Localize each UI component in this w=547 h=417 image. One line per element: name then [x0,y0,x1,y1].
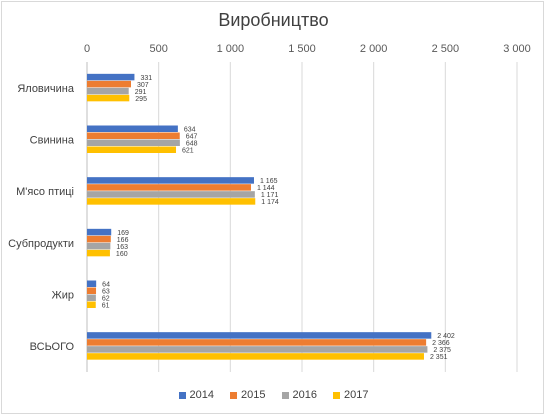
bar-2017 [87,301,96,308]
bar-2014 [87,280,97,287]
data-label: 64 [102,282,110,289]
x-tick-label: 0 [84,43,90,55]
chart-title: Виробництво [218,10,329,30]
legend-swatch [332,391,340,399]
bar-2015 [87,132,180,139]
bar-2016 [87,242,111,250]
legend-label: 2015 [241,389,266,401]
legend-label: 2017 [343,389,369,401]
data-label: 647 [186,134,198,141]
bar-2014 [87,73,135,81]
bar-2017 [87,146,177,153]
bar-2014 [87,125,178,132]
data-label: 163 [116,244,128,251]
bar-2014 [87,228,112,236]
bar-2017 [87,94,130,102]
legend-swatch [178,391,186,399]
x-tick-label: 2 500 [432,43,460,55]
data-label: 621 [182,148,194,155]
legend-swatch [281,391,289,399]
x-tick-label: 2 000 [360,43,388,55]
bar-2015 [87,339,427,346]
category-label: М'ясо птиці [16,186,74,198]
data-label: 2 375 [433,347,451,354]
bar-2014 [87,177,254,184]
bar-2015 [87,80,132,88]
category-label: ВСЬОГО [30,341,75,353]
data-label: 307 [137,82,149,89]
legend-label: 2014 [189,389,215,401]
bar-2015 [87,287,97,294]
legend-label: 2016 [292,389,317,401]
bar-2016 [87,139,180,146]
bar-2017 [87,353,424,360]
category-label: Яловичина [17,83,75,95]
data-label: 295 [135,96,147,103]
legend-item-2017: 2017 [332,389,369,401]
bar-2017 [87,198,256,205]
data-label: 1 165 [260,178,278,185]
bar-2014 [87,332,432,339]
data-label: 160 [116,251,128,258]
x-tick-label: 1 000 [217,43,245,55]
legend-item-2015: 2015 [230,389,266,401]
category-label: Жир [52,290,74,302]
legend-item-2016: 2016 [281,389,317,401]
bar-2016 [87,191,255,198]
data-label: 1 171 [261,192,279,199]
bar-2015 [87,235,111,243]
data-label: 648 [186,141,198,148]
bar-2016 [87,294,96,301]
data-label: 2 402 [437,333,455,340]
data-label: 1 174 [261,199,279,206]
x-tick-label: 500 [149,43,167,55]
data-label: 166 [117,237,129,244]
data-label: 62 [102,296,110,303]
category-label: Субпродукти [8,238,74,250]
data-label: 169 [117,230,129,237]
x-tick-label: 1 500 [288,43,316,55]
chart-legend: 2014 2015 2016 2017 [0,389,547,401]
bar-2016 [87,346,428,353]
data-label: 634 [184,127,196,134]
legend-swatch [230,391,238,399]
bar-2015 [87,184,251,191]
data-label: 331 [140,75,152,82]
data-label: 2 351 [430,354,448,361]
data-label: 291 [135,89,147,96]
data-label: 63 [102,289,110,296]
category-label: Свинина [30,135,75,147]
x-tick-label: 3 000 [503,43,531,55]
data-label: 61 [102,303,110,310]
legend-item-2014: 2014 [178,389,215,401]
data-label: 2 366 [432,340,450,347]
bar-2017 [87,249,110,257]
bar-2016 [87,87,129,95]
data-label: 1 144 [257,185,275,192]
